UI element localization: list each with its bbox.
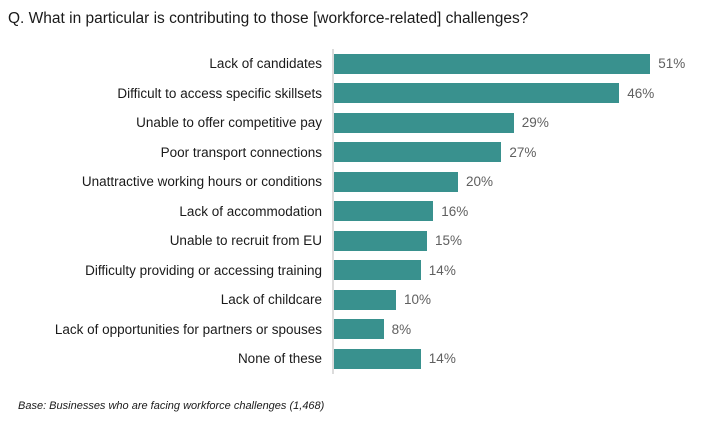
bar-row: None of these 14% <box>0 344 711 374</box>
bar <box>334 289 396 310</box>
value-label: 29% <box>521 115 549 131</box>
category-label: Unattractive working hours or conditions <box>81 174 322 190</box>
value-label: 10% <box>404 292 432 308</box>
value-label: 15% <box>435 233 463 249</box>
bar-row: Poor transport connections 27% <box>0 137 711 167</box>
bar-row: Unable to offer competitive pay 29% <box>0 108 711 138</box>
value-label: 20% <box>466 174 494 190</box>
category-label: Poor transport connections <box>160 144 322 160</box>
value-label: 27% <box>509 144 537 160</box>
bar-row: Lack of candidates 51% <box>0 49 711 79</box>
category-label: Lack of childcare <box>220 292 322 308</box>
bar-row: Unattractive working hours or conditions… <box>0 167 711 197</box>
category-label: Unable to recruit from EU <box>169 233 322 249</box>
category-label: Difficulty providing or accessing traini… <box>85 262 322 278</box>
category-label: Lack of accommodation <box>179 203 322 219</box>
bar <box>334 201 434 222</box>
horizontal-bar-chart: Lack of candidates 51% Difficult to access… <box>0 49 711 374</box>
value-label: 51% <box>658 56 686 72</box>
bar <box>334 53 651 74</box>
chart-question-title: Q. What in particular is contributing to… <box>8 10 529 27</box>
plot-area: 51% <box>332 49 711 79</box>
bar <box>334 83 620 104</box>
bar <box>334 319 384 340</box>
plot-area: 14% <box>332 255 711 285</box>
bar-row: Lack of accommodation 16% <box>0 196 711 226</box>
category-label: Difficult to access specific skillsets <box>117 85 322 101</box>
bar <box>334 348 421 369</box>
bar-row: Lack of childcare 10% <box>0 285 711 315</box>
category-label: Lack of candidates <box>209 56 322 72</box>
value-label: 16% <box>441 203 469 219</box>
bar <box>334 260 421 281</box>
value-label: 14% <box>428 351 456 367</box>
bar <box>334 171 458 192</box>
plot-area: 14% <box>332 344 711 374</box>
plot-area: 8% <box>332 314 711 344</box>
bar-row: Difficult to access specific skillsets 46… <box>0 78 711 108</box>
category-label: Unable to offer competitive pay <box>136 115 322 131</box>
plot-area: 46% <box>332 78 711 108</box>
value-label: 14% <box>428 262 456 278</box>
bar-row: Lack of opportunities for partners or sp… <box>0 314 711 344</box>
bar-row: Unable to recruit from EU 15% <box>0 226 711 256</box>
base-note: Base: Businesses who are facing workforc… <box>18 400 325 412</box>
category-label: Lack of opportunities for partners or sp… <box>54 321 322 337</box>
bar <box>334 112 514 133</box>
plot-area: 15% <box>332 226 711 256</box>
value-label: 8% <box>391 321 412 337</box>
plot-area: 29% <box>332 108 711 138</box>
bar-row: Difficulty providing or accessing traini… <box>0 255 711 285</box>
category-label: None of these <box>237 351 322 367</box>
plot-area: 10% <box>332 285 711 315</box>
bar <box>334 142 502 163</box>
plot-area: 20% <box>332 167 711 197</box>
bar <box>334 230 427 251</box>
value-label: 46% <box>627 85 655 101</box>
plot-area: 16% <box>332 196 711 226</box>
plot-area: 27% <box>332 137 711 167</box>
